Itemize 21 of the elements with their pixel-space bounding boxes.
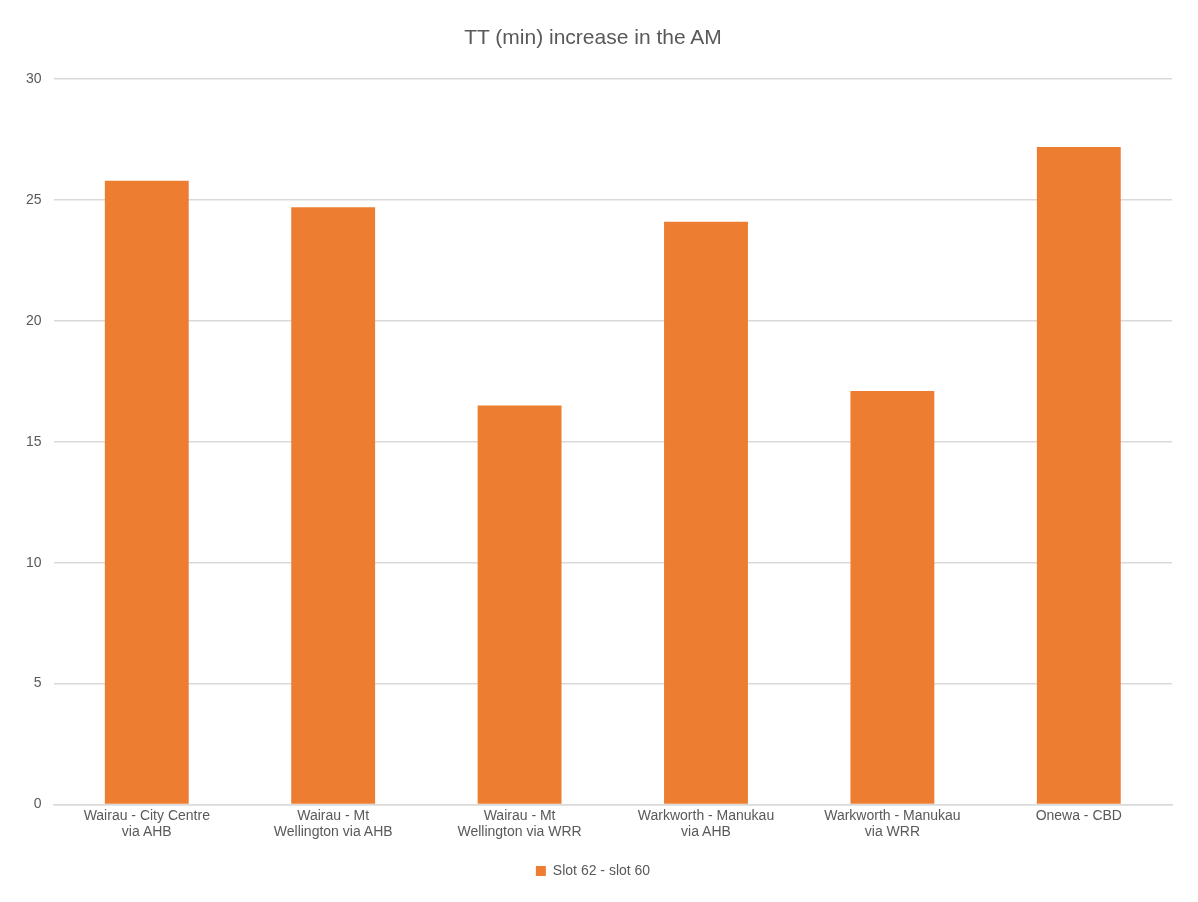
x-tick-label: Wairau - Mt Wellington via WRR <box>457 806 582 840</box>
bar <box>104 180 189 804</box>
x-tick-label: Wairau - City Centre via AHB <box>83 806 211 840</box>
bar <box>1036 146 1121 804</box>
y-tick-label: 30 <box>25 70 42 87</box>
bar <box>850 391 935 804</box>
legend-label: Slot 62 - slot 60 <box>552 861 651 878</box>
x-tick-label: Wairau - Mt Wellington via AHB <box>273 806 393 840</box>
y-tick-label: 25 <box>25 190 42 207</box>
bar <box>664 221 748 804</box>
x-tick-label: Warkworth - Manukau via WRR <box>824 806 961 840</box>
y-tick-label: 5 <box>33 674 42 691</box>
x-tick-label: Warkworth - Manukau via AHB <box>637 806 775 840</box>
bar <box>291 207 376 804</box>
x-tick-label: Onewa - CBD <box>1035 806 1122 823</box>
y-tick-label: 0 <box>33 795 42 812</box>
y-tick-label: 20 <box>25 311 42 328</box>
chart-title: TT (min) increase in the AM <box>464 25 722 49</box>
y-tick-label: 15 <box>25 432 42 449</box>
y-tick-label: 10 <box>25 553 42 570</box>
bar <box>477 405 562 804</box>
